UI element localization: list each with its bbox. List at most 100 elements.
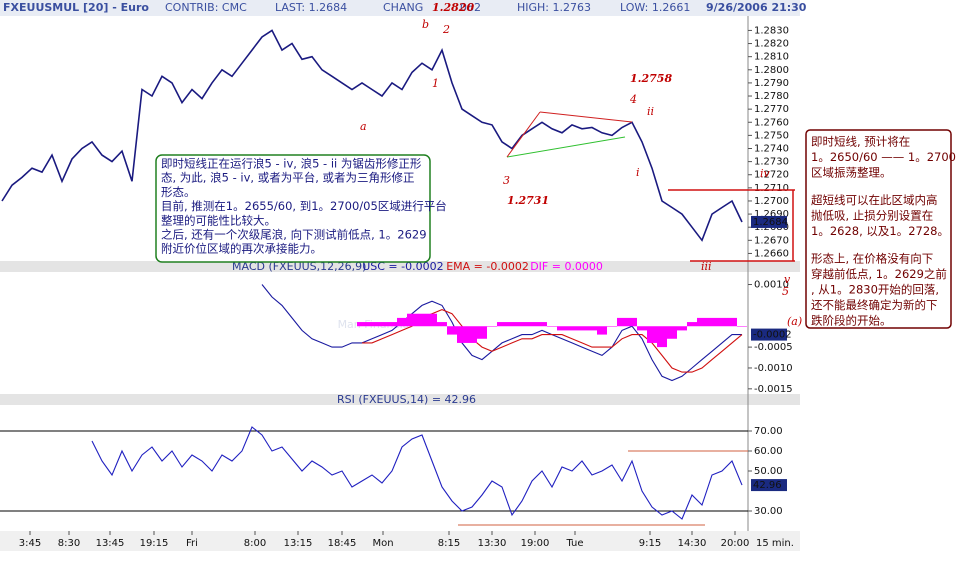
y-tick-label: 1.2770 (754, 104, 789, 115)
y-tick-label: 1.2750 (754, 130, 789, 141)
histogram-bar (477, 326, 487, 339)
wave-label: 5 (782, 285, 789, 298)
histogram-bar (427, 313, 437, 327)
histogram-bar (687, 322, 697, 327)
pane-title: MACD (FXEUUS,12,26,9) (232, 260, 366, 273)
note-line: 即时短线正在运行浪5 - iv, 浪5 - ii 为锯齿形修正形 (161, 157, 422, 171)
change-value: 062 (460, 1, 481, 14)
x-tick-label: 9:15 (639, 538, 661, 549)
histogram-bar (737, 326, 747, 327)
histogram-bar (697, 317, 707, 327)
histogram-bar (707, 317, 717, 327)
y-tick-label: 1.2780 (754, 91, 789, 102)
change: CHANG (383, 1, 423, 14)
histogram-bar (527, 322, 537, 327)
y-tick-label: -0.0010 (754, 363, 793, 374)
interval-label: 15 min. (756, 538, 794, 549)
wave-label: 3 (503, 174, 510, 187)
histogram-bar (387, 322, 397, 327)
pane-separator (0, 261, 800, 272)
current-value-label: -0.0002 (753, 330, 792, 341)
histogram-bar (587, 326, 597, 331)
wave-label: 4 (629, 93, 637, 106)
legend-entry: DIF = 0.0000 (530, 260, 603, 273)
x-tick-label: Fri (186, 538, 198, 549)
wave-label: 1.2758 (630, 72, 672, 85)
low: LOW: 1.2661 (620, 1, 690, 14)
current-value-box (751, 328, 787, 341)
wave-label: i (636, 166, 640, 179)
current-value-box (751, 479, 787, 492)
histogram-bar (467, 326, 477, 343)
note-line: 形态。 (161, 185, 196, 199)
histogram-bar (717, 317, 727, 327)
x-tick-label: 19:15 (140, 538, 169, 549)
y-tick-label: 1.2690 (754, 209, 789, 220)
triangle-side (506, 111, 541, 158)
series-line (1, 29, 743, 242)
histogram-bar (367, 322, 377, 327)
histogram-bar (357, 322, 367, 327)
wave-label: iii (701, 260, 712, 273)
y-tick-label: 1.2830 (754, 25, 789, 36)
histogram-bar (547, 326, 557, 327)
x-tick-label: 13:45 (96, 538, 125, 549)
x-tick-label: 20:00 (721, 538, 750, 549)
note-line: 超短线可以在此区域内高 (811, 193, 938, 207)
note-line: 整理的可能性比较大。 (161, 213, 276, 227)
y-tick-label: 1.2760 (754, 117, 789, 128)
histogram-bar (487, 326, 497, 327)
histogram-bar (397, 317, 407, 327)
note-line: 态, 为此, 浪5 - iv, 或者为平台, 或者为三角形修正 (161, 171, 415, 185)
histogram-bar (517, 322, 527, 327)
datetime: 9/26/2006 21:30 (706, 1, 807, 14)
x-tick-label: Tue (565, 538, 583, 549)
pane-separator (0, 394, 800, 405)
x-tick-label: 18:45 (328, 538, 357, 549)
x-tick-label: 19:00 (521, 538, 550, 549)
histogram-bar (437, 322, 447, 327)
triangle-upper (539, 111, 633, 123)
x-tick-label: 8:00 (244, 538, 266, 549)
note-line: 附近价位区域的再次承接能力。 (161, 242, 322, 256)
histogram-bar (457, 326, 467, 343)
wave-label: a (360, 120, 367, 133)
histogram-bar (617, 317, 627, 327)
x-tick-label: Mon (372, 538, 393, 549)
histogram-bar (627, 317, 637, 327)
wave-label: (a) (787, 315, 802, 328)
y-tick-label: 60.00 (754, 446, 783, 457)
histogram-bar (407, 313, 417, 327)
histogram-bar (567, 326, 577, 331)
current-value-box (751, 215, 787, 228)
histogram-bar (597, 326, 607, 335)
x-tick-label: 13:15 (284, 538, 313, 549)
wave-label: 1.2731 (507, 194, 549, 207)
y-tick-label: 1.2720 (754, 170, 789, 181)
histogram-bar (377, 322, 387, 327)
y-tick-label: 1.2790 (754, 78, 789, 89)
histogram-bar (577, 326, 587, 331)
y-tick-label: 30.00 (754, 506, 783, 517)
histogram-bar (537, 322, 547, 327)
note-box-right (805, 129, 952, 329)
wave-label: 1 (432, 77, 439, 90)
x-tick-label: 8:15 (438, 538, 460, 549)
wave-label: 1.2820 (432, 1, 474, 14)
wave-label: v (784, 273, 791, 286)
pane-title: RSI (FXEUUS,14) = 42.96 (337, 393, 476, 406)
last: LAST: 1.2684 (275, 1, 347, 14)
note-line: 即时短线, 预计将在 (811, 135, 910, 149)
note-line: 1。2650/60 —— 1。2700/10 (811, 150, 956, 164)
symbol: FXEUUSMUL [20] - Euro (3, 1, 149, 14)
y-tick-label: 1.2700 (754, 196, 789, 207)
series-line (261, 284, 742, 382)
series-line (91, 426, 743, 520)
y-tick-label: 1.2670 (754, 235, 789, 246)
wave-label: 2 (442, 23, 450, 36)
y-tick-label: 1.2740 (754, 143, 789, 154)
histogram-bar (557, 326, 567, 331)
note-line: 穿越前低点, 1。2629之前 (811, 267, 947, 281)
